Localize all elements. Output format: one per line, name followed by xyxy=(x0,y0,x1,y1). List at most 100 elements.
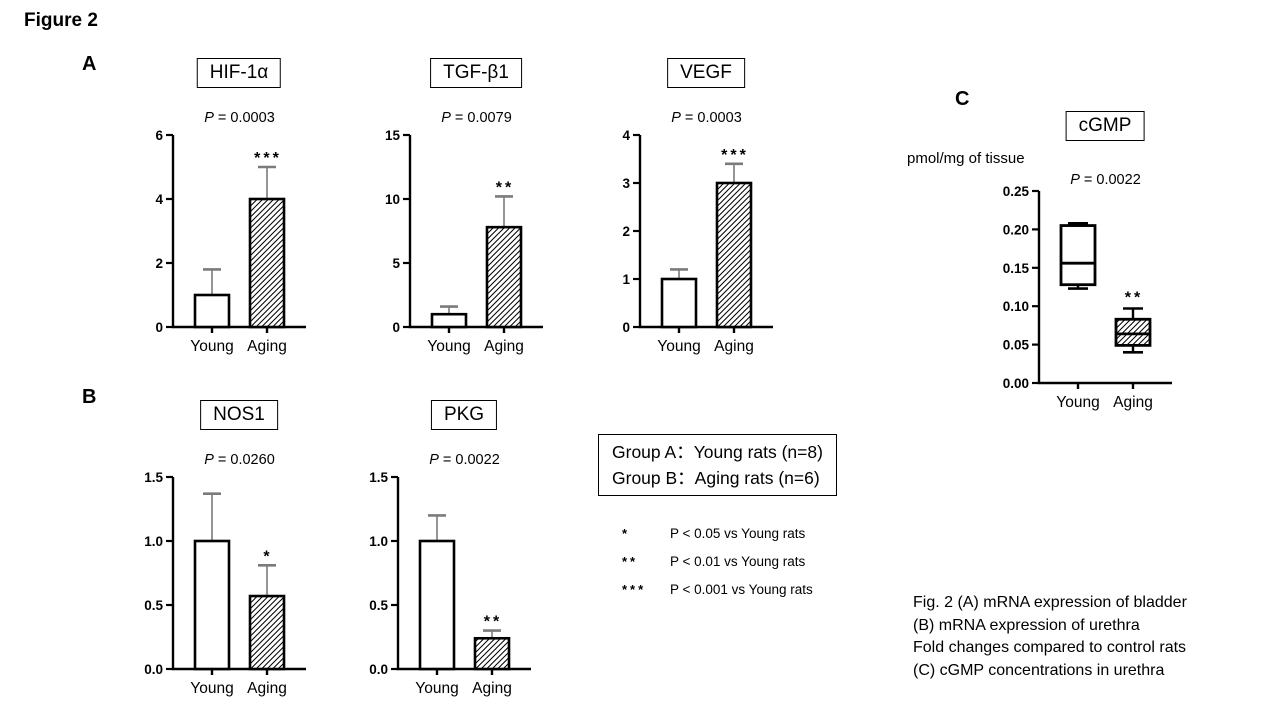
p-value-label: P = 0.0022 xyxy=(398,452,531,468)
chart-hif1a: HIF-1α P = 0.0003 0 2 4 6 Young Aging *** xyxy=(128,58,328,383)
bar-aging xyxy=(485,225,523,329)
significance-stars: * xyxy=(263,548,272,565)
axis-lines xyxy=(171,135,306,329)
bar-young xyxy=(418,539,456,671)
chart-title-tgfb1: TGF-β1 xyxy=(430,58,522,88)
y-tick-label: 1.0 xyxy=(369,534,388,549)
y-tick-label: 0 xyxy=(622,320,630,335)
p-symbol: P xyxy=(671,110,681,126)
y-tick-label: 2 xyxy=(155,256,163,271)
figure-title: Figure 2 xyxy=(24,10,98,31)
chart-vegf: VEGF P = 0.0003 0 1 2 3 4 Young Aging *** xyxy=(595,58,795,383)
cgmp-box-plot: 0.00 0.05 0.10 0.15 0.20 0.25 Young Aging ** xyxy=(1003,184,1172,411)
y-tick-label: 4 xyxy=(622,128,630,143)
x-category-label: Aging xyxy=(714,338,754,355)
caption-line-3: Fold changes compared to control rats xyxy=(913,639,1187,656)
sig-row-3: *** P < 0.001 vs Young rats xyxy=(622,582,813,610)
chart-title-nos1: NOS1 xyxy=(200,400,278,430)
bar-young xyxy=(430,312,468,329)
significance-stars: *** xyxy=(721,147,749,164)
chart-title-cgmp: cGMP xyxy=(1065,111,1145,141)
vegf-bar-plot: 0 1 2 3 4 Young Aging *** xyxy=(622,128,773,355)
y-tick-label: 4 xyxy=(155,192,163,207)
p-symbol: P xyxy=(429,452,439,468)
axis-lines xyxy=(408,135,543,329)
p-value-label: P = 0.0079 xyxy=(410,110,543,126)
p-symbol: P xyxy=(204,110,214,126)
y-tick-label: 15 xyxy=(385,128,401,143)
pkg-bar-plot: 0.0 0.5 1.0 1.5 Young Aging ** xyxy=(369,470,531,697)
group-a-line: Group A：Young rats (n=8) xyxy=(612,442,823,462)
y-tick-label: 0.05 xyxy=(1003,338,1030,353)
figure-caption: Fig. 2 (A) mRNA expression of bladder (B… xyxy=(913,592,1187,682)
x-category-label: Young xyxy=(190,680,233,697)
bar-young xyxy=(193,293,231,329)
bar-young xyxy=(660,277,698,329)
x-category-label: Young xyxy=(427,338,470,355)
y-tick-label: 0 xyxy=(155,320,163,335)
y-tick-label: 0 xyxy=(392,320,400,335)
panel-a-label: A xyxy=(82,53,97,75)
two-star-marker: ** xyxy=(622,554,639,569)
y-tick-label: 10 xyxy=(385,192,400,207)
p-symbol: P xyxy=(441,110,451,126)
caption-line-1: Fig. 2 (A) mRNA expression of bladder xyxy=(913,594,1187,611)
sig-text-3: P < 0.001 vs Young rats xyxy=(670,582,813,597)
y-axis-unit-label: pmol/mg of tissue xyxy=(907,150,1025,167)
y-tick-label: 0.0 xyxy=(144,662,163,677)
bar-aging xyxy=(715,181,753,329)
x-category-label: Young xyxy=(190,338,233,355)
y-tick-label: 1.5 xyxy=(369,470,388,485)
y-tick-label: 0.5 xyxy=(369,598,388,613)
significance-legend: * P < 0.05 vs Young rats ** P < 0.01 vs … xyxy=(622,526,813,610)
chart-pkg: PKG P = 0.0022 0.0 0.5 1.0 1.5 Young Aging ** xyxy=(353,400,553,720)
sig-text-2: P < 0.01 vs Young rats xyxy=(670,554,806,569)
y-tick-label: 1.5 xyxy=(144,470,163,485)
tgfb1-bar-plot: 0 5 10 15 Young Aging ** xyxy=(385,128,543,355)
y-tick-label: 1 xyxy=(622,272,630,287)
p-value: = 0.0260 xyxy=(217,452,275,468)
bar-aging xyxy=(248,197,286,329)
panel-b-label: B xyxy=(82,386,97,408)
y-tick-label: 5 xyxy=(392,256,400,271)
p-value-label: P = 0.0003 xyxy=(173,110,306,126)
group-b-line: Group B：Aging rats (n=6) xyxy=(612,468,820,488)
significance-stars: *** xyxy=(254,150,282,167)
x-category-label: Aging xyxy=(247,338,287,355)
y-tick-label: 2 xyxy=(622,224,630,239)
significance-stars: ** xyxy=(484,614,502,631)
chart-title-pkg: PKG xyxy=(430,400,498,430)
sig-row-1: * P < 0.05 vs Young rats xyxy=(622,526,813,554)
box-young xyxy=(1059,224,1097,287)
x-category-label: Aging xyxy=(484,338,524,355)
bar-aging xyxy=(473,636,511,671)
p-value-label: P = 0.0003 xyxy=(640,110,773,126)
group-legend-box: Group A：Young rats (n=8) Group B：Aging r… xyxy=(598,434,837,496)
axis-lines xyxy=(396,477,531,671)
caption-line-2: (B) mRNA expression of urethra xyxy=(913,616,1140,634)
x-category-label: Young xyxy=(1056,394,1099,411)
panel-c-label: C xyxy=(955,88,970,110)
x-category-label: Aging xyxy=(1113,394,1153,411)
chart-title-hif1a: HIF-1α xyxy=(196,58,282,88)
y-tick-label: 0.00 xyxy=(1003,376,1029,391)
chart-title-vegf: VEGF xyxy=(667,58,745,88)
chart-tgfb1: TGF-β1 P = 0.0079 0 5 10 15 Young Aging ** xyxy=(365,58,565,383)
p-value: = 0.0003 xyxy=(684,110,742,126)
axis-lines xyxy=(638,135,773,329)
p-symbol: P xyxy=(1070,172,1080,188)
y-tick-label: 6 xyxy=(155,128,163,143)
significance-stars: ** xyxy=(1125,290,1143,307)
box-aging xyxy=(1114,317,1152,347)
three-star-marker: *** xyxy=(622,582,647,597)
sig-text-1: P < 0.05 vs Young rats xyxy=(670,526,806,541)
p-value-label: P = 0.0260 xyxy=(173,452,306,468)
y-tick-label: 0.5 xyxy=(144,598,163,613)
axis-lines xyxy=(1037,191,1172,385)
axis-lines xyxy=(171,477,306,671)
nos1-bar-plot: 0.0 0.5 1.0 1.5 Young Aging * xyxy=(144,470,306,697)
caption-line-4: (C) cGMP concentrations in urethra xyxy=(913,661,1165,679)
bar-aging xyxy=(248,594,286,671)
p-symbol: P xyxy=(204,452,214,468)
